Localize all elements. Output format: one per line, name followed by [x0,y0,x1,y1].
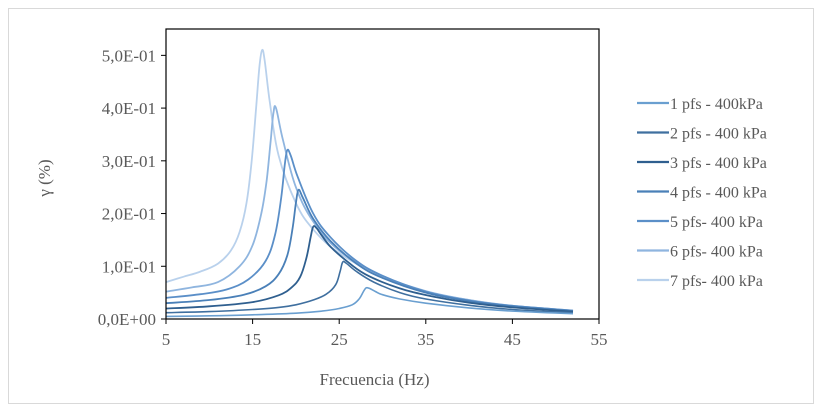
x-tick-label: 5 [162,330,171,349]
plot-border [165,28,600,320]
legend-label: 6 pfs- 400 kPa [670,244,763,261]
series-line-3 [165,225,574,313]
axes: 5 15 25 35 45 55 0,0E+00 1,0E-01 2,0E-01 3,0E-01 4… [35,28,608,389]
y-tick-label: 1,0E-01 [102,257,156,276]
y-tick-label: 0,0E+00 [98,310,156,329]
plot-area [165,48,574,318]
y-tick-label: 4,0E-01 [102,99,156,118]
x-tick-label: 15 [244,330,261,349]
legend-label: 4 pfs - 400 kPa [670,185,767,202]
series-line-2 [165,260,574,314]
x-axis-title: Frecuencia (Hz) [320,370,430,389]
x-tick-label: 55 [591,330,608,349]
y-tick-label: 2,0E-01 [102,205,156,224]
chart-frame [8,8,814,404]
y-tick-label: 3,0E-01 [102,152,156,171]
legend-label: 1 pfs - 400kPa [670,96,763,113]
legend-label: 2 pfs - 400 kPa [670,126,767,143]
legend-label: 3 pfs - 400 kPa [670,155,767,172]
legend-label: 7 pfs- 400 kPa [670,273,763,290]
series-line-1 [165,286,574,318]
x-tick-label: 45 [504,330,521,349]
legend-label: 5 pfs- 400 kPa [670,214,763,231]
series-line-4 [165,188,574,312]
x-tick-label: 25 [331,330,348,349]
y-axis-title: γ (%) [35,159,54,197]
x-tick-label: 35 [417,330,434,349]
y-tick-label: 5,0E-01 [102,46,156,65]
legend: 1 pfs - 400kPa 2 pfs - 400 kPa 3 pfs - 400… [637,96,767,290]
series-line-5 [165,148,574,312]
